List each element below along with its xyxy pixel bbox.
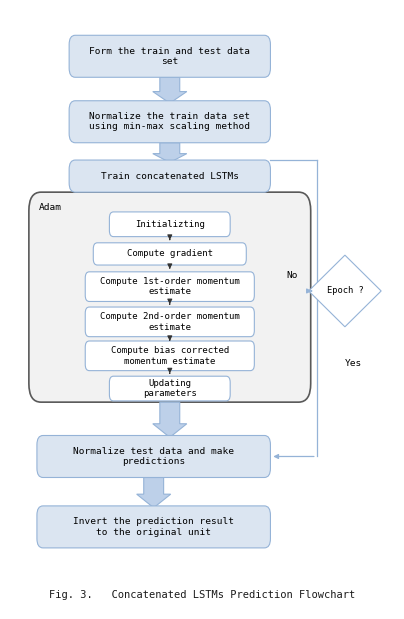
Polygon shape: [153, 77, 187, 103]
Text: Adam: Adam: [39, 203, 62, 212]
Text: No: No: [287, 271, 298, 280]
FancyBboxPatch shape: [37, 506, 270, 548]
Text: Normalize the train data set
using min-max scaling method: Normalize the train data set using min-m…: [89, 112, 250, 131]
Polygon shape: [137, 477, 171, 508]
Text: Compute gradient: Compute gradient: [127, 249, 213, 258]
Text: Compute bias corrected
momentum estimate: Compute bias corrected momentum estimate: [111, 346, 229, 366]
Text: Train concatenated LSTMs: Train concatenated LSTMs: [101, 171, 239, 181]
FancyBboxPatch shape: [29, 192, 311, 402]
Text: Compute 2nd-order momentum
estimate: Compute 2nd-order momentum estimate: [100, 312, 240, 332]
Text: Updating
parameters: Updating parameters: [143, 379, 197, 398]
FancyBboxPatch shape: [85, 341, 255, 371]
Text: Yes: Yes: [344, 360, 362, 368]
Text: Fig. 3.   Concatenated LSTMs Prediction Flowchart: Fig. 3. Concatenated LSTMs Prediction Fl…: [49, 590, 355, 600]
Text: Form the train and test data
set: Form the train and test data set: [89, 46, 250, 66]
Text: Compute 1st-order momentum
estimate: Compute 1st-order momentum estimate: [100, 277, 240, 297]
FancyBboxPatch shape: [109, 376, 230, 401]
Text: Initializting: Initializting: [135, 220, 205, 229]
Polygon shape: [153, 402, 187, 438]
FancyBboxPatch shape: [69, 35, 270, 77]
Polygon shape: [153, 143, 187, 163]
FancyBboxPatch shape: [37, 436, 270, 477]
FancyBboxPatch shape: [85, 307, 255, 337]
FancyBboxPatch shape: [93, 243, 246, 265]
Polygon shape: [309, 255, 381, 327]
FancyBboxPatch shape: [109, 212, 230, 236]
Text: Normalize test data and make
predictions: Normalize test data and make predictions: [73, 447, 234, 466]
Text: Invert the prediction result
to the original unit: Invert the prediction result to the orig…: [73, 517, 234, 537]
FancyBboxPatch shape: [85, 272, 255, 301]
FancyBboxPatch shape: [69, 160, 270, 192]
FancyBboxPatch shape: [69, 101, 270, 143]
Polygon shape: [153, 192, 187, 214]
Text: Epoch ?: Epoch ?: [326, 287, 363, 295]
